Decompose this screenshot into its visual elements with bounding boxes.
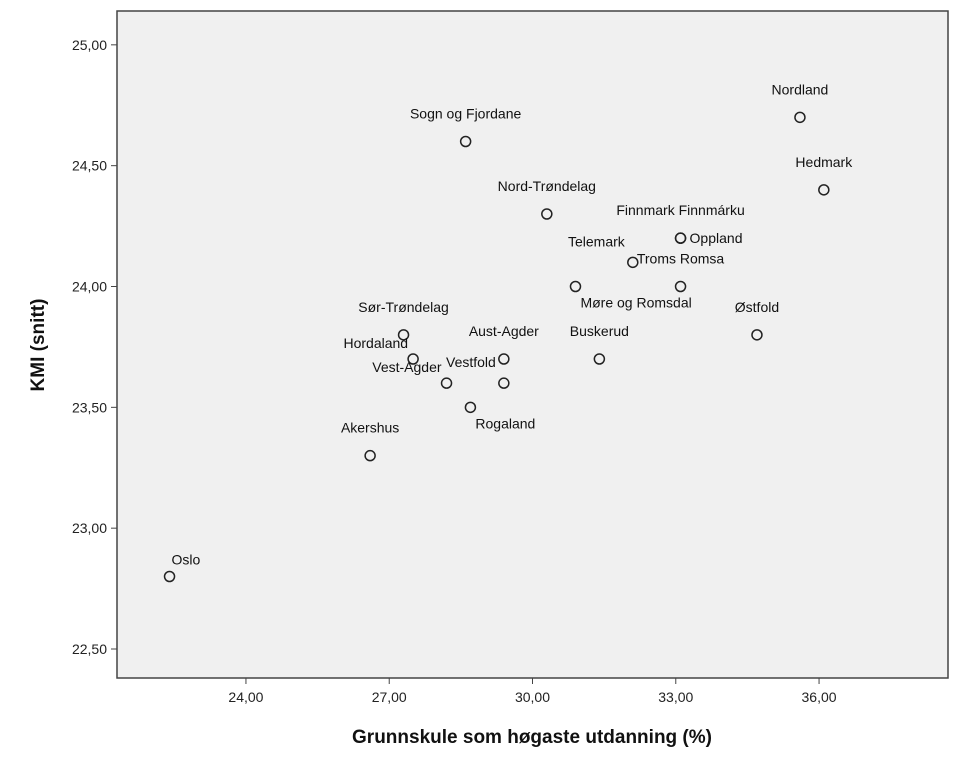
data-point (498, 353, 510, 365)
point-label: Troms Romsa (637, 251, 725, 267)
point-label: Hordaland (343, 335, 408, 351)
data-point (397, 329, 410, 341)
x-tick-label: 30,00 (515, 689, 550, 705)
data-point (627, 256, 639, 269)
data-point (674, 280, 687, 293)
data-points (163, 111, 830, 583)
data-point (407, 353, 419, 365)
x-axis: 24,00 27,00 30,00 33,00 36,00 (228, 678, 837, 705)
y-axis-title: KMI (snitt) (28, 299, 49, 392)
point-label: Finnmark Finnmárku (616, 202, 744, 218)
y-tick-label: 25,00 (72, 37, 107, 53)
point-label: Vestfold (446, 354, 496, 370)
plot-area (116, 10, 949, 679)
point-label: Hedmark (795, 154, 853, 170)
x-axis-title: Grunnskule som høgaste utdanning (%) (352, 727, 712, 748)
point-label: Østfold (735, 299, 779, 315)
x-tick-label: 27,00 (372, 689, 407, 705)
point-label: Vest-Agder (372, 359, 442, 375)
y-tick-label: 23,50 (72, 399, 107, 415)
point-label: Sør-Trøndelag (358, 299, 449, 315)
point-label: Oslo (172, 552, 201, 568)
data-point (751, 329, 763, 341)
data-point (459, 135, 472, 148)
point-label: Akershus (341, 420, 399, 436)
data-point (163, 570, 176, 583)
data-point (541, 208, 553, 220)
data-point (498, 377, 510, 389)
point-label: Oppland (690, 230, 743, 246)
data-point (364, 449, 376, 462)
data-point (440, 377, 453, 389)
point-label: Møre og Romsdal (580, 295, 691, 311)
data-point (593, 353, 606, 365)
y-tick-label: 23,00 (72, 520, 107, 536)
y-axis: 22,50 23,00 23,50 24,00 24,50 25,00 (72, 37, 117, 657)
point-label: Buskerud (570, 323, 629, 339)
data-point (464, 401, 477, 414)
point-label: Sogn og Fjordane (410, 106, 522, 122)
point-label: Telemark (568, 233, 626, 249)
data-point (818, 184, 830, 196)
point-label: Nord-Trøndelag (498, 178, 596, 194)
point-label: Aust-Agder (469, 323, 539, 339)
y-tick-label: 24,50 (72, 158, 107, 174)
data-point (569, 280, 582, 293)
data-point (794, 111, 806, 124)
x-tick-label: 24,00 (228, 689, 263, 705)
point-label: Nordland (772, 81, 829, 97)
y-tick-label: 22,50 (72, 641, 107, 657)
y-tick-label: 24,00 (72, 279, 107, 295)
x-tick-label: 33,00 (658, 689, 693, 705)
data-point (674, 232, 687, 244)
point-labels: Nordland Sogn og Fjordane Hedmark Nord-Trøn… (172, 81, 854, 567)
point-label: Rogaland (475, 415, 535, 431)
x-tick-label: 36,00 (802, 689, 837, 705)
